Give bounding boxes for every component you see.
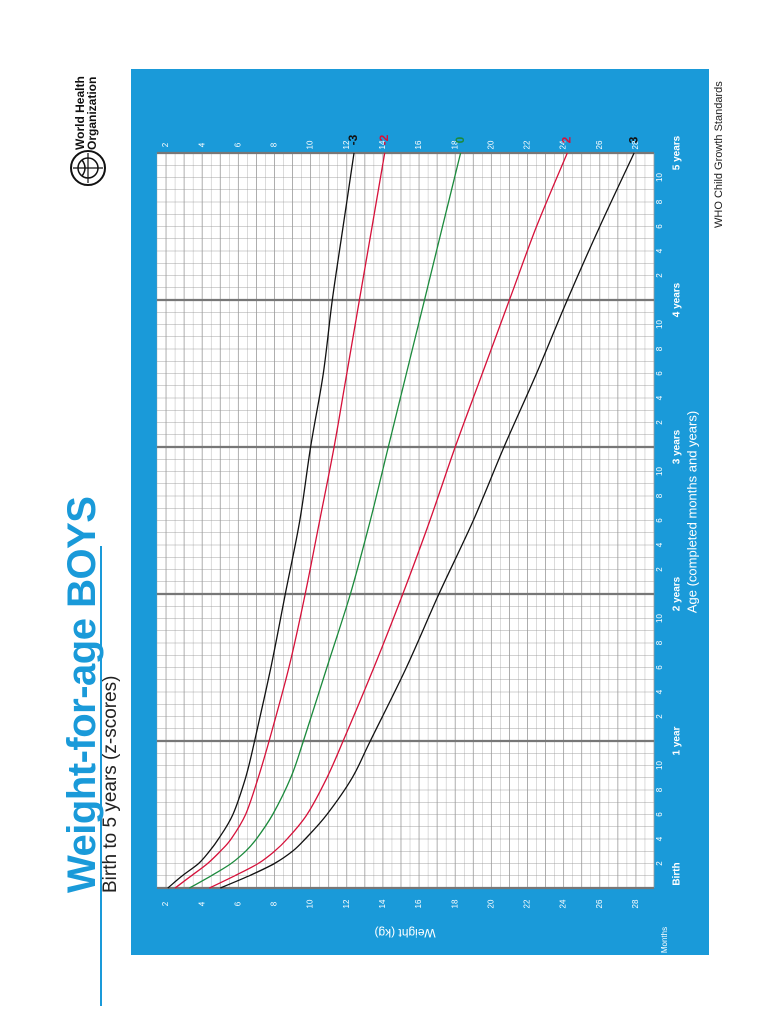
weight-tick-label-top: 10 bbox=[306, 140, 315, 149]
title-divider bbox=[100, 546, 102, 1006]
page-subtitle: Birth to 5 years (z-scores) bbox=[100, 675, 121, 894]
month-tick-label: 4 bbox=[655, 836, 664, 841]
y-axis-title: Weight (kg) bbox=[374, 926, 435, 940]
month-tick-label: 2 bbox=[655, 861, 664, 866]
z-score-curve-3 bbox=[220, 152, 635, 889]
month-tick-label: 10 bbox=[655, 614, 664, 623]
z-score-label--2: -2 bbox=[377, 134, 391, 145]
year-label: Birth bbox=[672, 862, 683, 885]
month-tick-label: 6 bbox=[655, 518, 664, 523]
month-tick-label: 4 bbox=[655, 542, 664, 547]
weight-tick-label-top: 16 bbox=[414, 140, 423, 149]
month-tick-label: 2 bbox=[655, 420, 664, 425]
month-tick-label: 4 bbox=[655, 248, 664, 253]
weight-tick-label-top: 26 bbox=[595, 140, 604, 149]
weight-tick-label-bottom: 14 bbox=[378, 899, 387, 908]
weight-tick-label-top: 12 bbox=[342, 140, 351, 149]
weight-tick-label-top: 14 bbox=[378, 140, 387, 149]
z-score-label-2: 2 bbox=[559, 136, 573, 143]
weight-tick-label-top: 22 bbox=[523, 140, 532, 149]
weight-tick-label-top: 4 bbox=[197, 142, 206, 147]
month-tick-label: 8 bbox=[655, 346, 664, 351]
z-score-curve-2 bbox=[209, 152, 568, 889]
month-tick-label: 8 bbox=[655, 493, 664, 498]
weight-tick-label-bottom: 10 bbox=[306, 899, 315, 908]
standards-label: WHO Child Growth Standards bbox=[713, 81, 725, 228]
weight-tick-label-bottom: 20 bbox=[486, 899, 495, 908]
month-tick-label: 6 bbox=[655, 224, 664, 229]
weight-tick-label-bottom: 28 bbox=[631, 899, 640, 908]
month-tick-label: 10 bbox=[655, 761, 664, 770]
month-tick-label: 8 bbox=[655, 199, 664, 204]
month-tick-label: 6 bbox=[655, 812, 664, 817]
year-label: 5 years bbox=[672, 135, 683, 170]
month-tick-label: 10 bbox=[655, 467, 664, 476]
weight-tick-label-bottom: 8 bbox=[270, 901, 279, 906]
month-tick-label: 2 bbox=[655, 273, 664, 278]
weight-tick-label-bottom: 4 bbox=[197, 901, 206, 906]
z-score-label-3: 3 bbox=[626, 136, 640, 143]
z-score-label--3: -3 bbox=[346, 134, 360, 145]
weight-tick-label-top: 8 bbox=[270, 142, 279, 147]
z-score-label-0: 0 bbox=[453, 136, 467, 143]
weight-tick-label-bottom: 18 bbox=[450, 899, 459, 908]
month-tick-label: 6 bbox=[655, 371, 664, 376]
weight-tick-label-top: 28 bbox=[631, 140, 640, 149]
month-tick-label: 2 bbox=[655, 714, 664, 719]
weight-tick-label-bottom: 12 bbox=[342, 899, 351, 908]
month-tick-label: 6 bbox=[655, 665, 664, 670]
x-axis-title: Age (completed months and years) bbox=[684, 411, 699, 613]
weight-tick-label-bottom: 6 bbox=[233, 901, 242, 906]
weight-tick-label-top: 18 bbox=[450, 140, 459, 149]
z-score-curve--3 bbox=[167, 152, 355, 889]
month-tick-label: 8 bbox=[655, 640, 664, 645]
year-label: 1 year bbox=[672, 726, 683, 755]
x-unit-label: Months bbox=[660, 927, 669, 953]
month-tick-label: 4 bbox=[655, 395, 664, 400]
z-score-curve-0 bbox=[189, 152, 462, 889]
month-tick-label: 2 bbox=[655, 567, 664, 572]
who-emblem-icon bbox=[70, 150, 106, 186]
month-tick-label: 10 bbox=[655, 173, 664, 182]
weight-tick-label-bottom: 22 bbox=[523, 899, 532, 908]
weight-tick-label-top: 24 bbox=[559, 140, 568, 149]
year-label: 2 years bbox=[672, 576, 683, 611]
weight-tick-label-bottom: 2 bbox=[161, 901, 170, 906]
month-tick-label: 4 bbox=[655, 689, 664, 694]
page-title: Weight-for-age BOYS bbox=[60, 496, 104, 893]
organization-name: World Health Organization bbox=[73, 76, 99, 150]
month-tick-label: 10 bbox=[655, 320, 664, 329]
weight-tick-label-top: 6 bbox=[233, 142, 242, 147]
z-score-curve--2 bbox=[174, 152, 386, 889]
year-label: 4 years bbox=[672, 282, 683, 317]
weight-tick-label-bottom: 16 bbox=[414, 899, 423, 908]
year-label: 3 years bbox=[672, 429, 683, 464]
month-tick-label: 8 bbox=[655, 787, 664, 792]
weight-tick-label-bottom: 24 bbox=[559, 899, 568, 908]
weight-tick-label-top: 20 bbox=[486, 140, 495, 149]
weight-tick-label-top: 2 bbox=[161, 142, 170, 147]
weight-tick-label-bottom: 26 bbox=[595, 899, 604, 908]
